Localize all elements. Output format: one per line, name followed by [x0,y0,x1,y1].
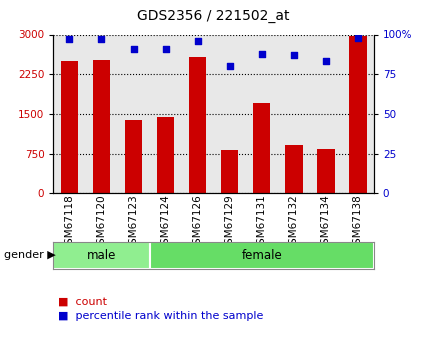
Bar [61,61,78,193]
Bar [349,36,367,193]
Point [354,35,361,40]
Bar [157,117,174,193]
Text: male: male [87,249,116,262]
Point [258,51,265,56]
Text: ■  percentile rank within the sample: ■ percentile rank within the sample [58,311,263,321]
Point [130,46,137,51]
Bar [285,145,303,193]
Bar [189,57,206,193]
Point [66,37,73,42]
Point [322,59,329,64]
Bar [317,149,335,193]
Point [194,38,201,43]
Bar [125,120,142,193]
Point [162,46,169,51]
Bar [221,150,239,193]
Point [98,37,105,42]
Bar [93,60,110,193]
Point [290,52,297,58]
Text: female: female [241,249,282,262]
Point [226,63,233,69]
Text: ■  count: ■ count [58,297,107,307]
Bar [253,103,271,193]
Text: gender ▶: gender ▶ [4,250,56,260]
Text: GDS2356 / 221502_at: GDS2356 / 221502_at [138,9,290,23]
Bar [53,241,150,269]
Bar [150,241,374,269]
